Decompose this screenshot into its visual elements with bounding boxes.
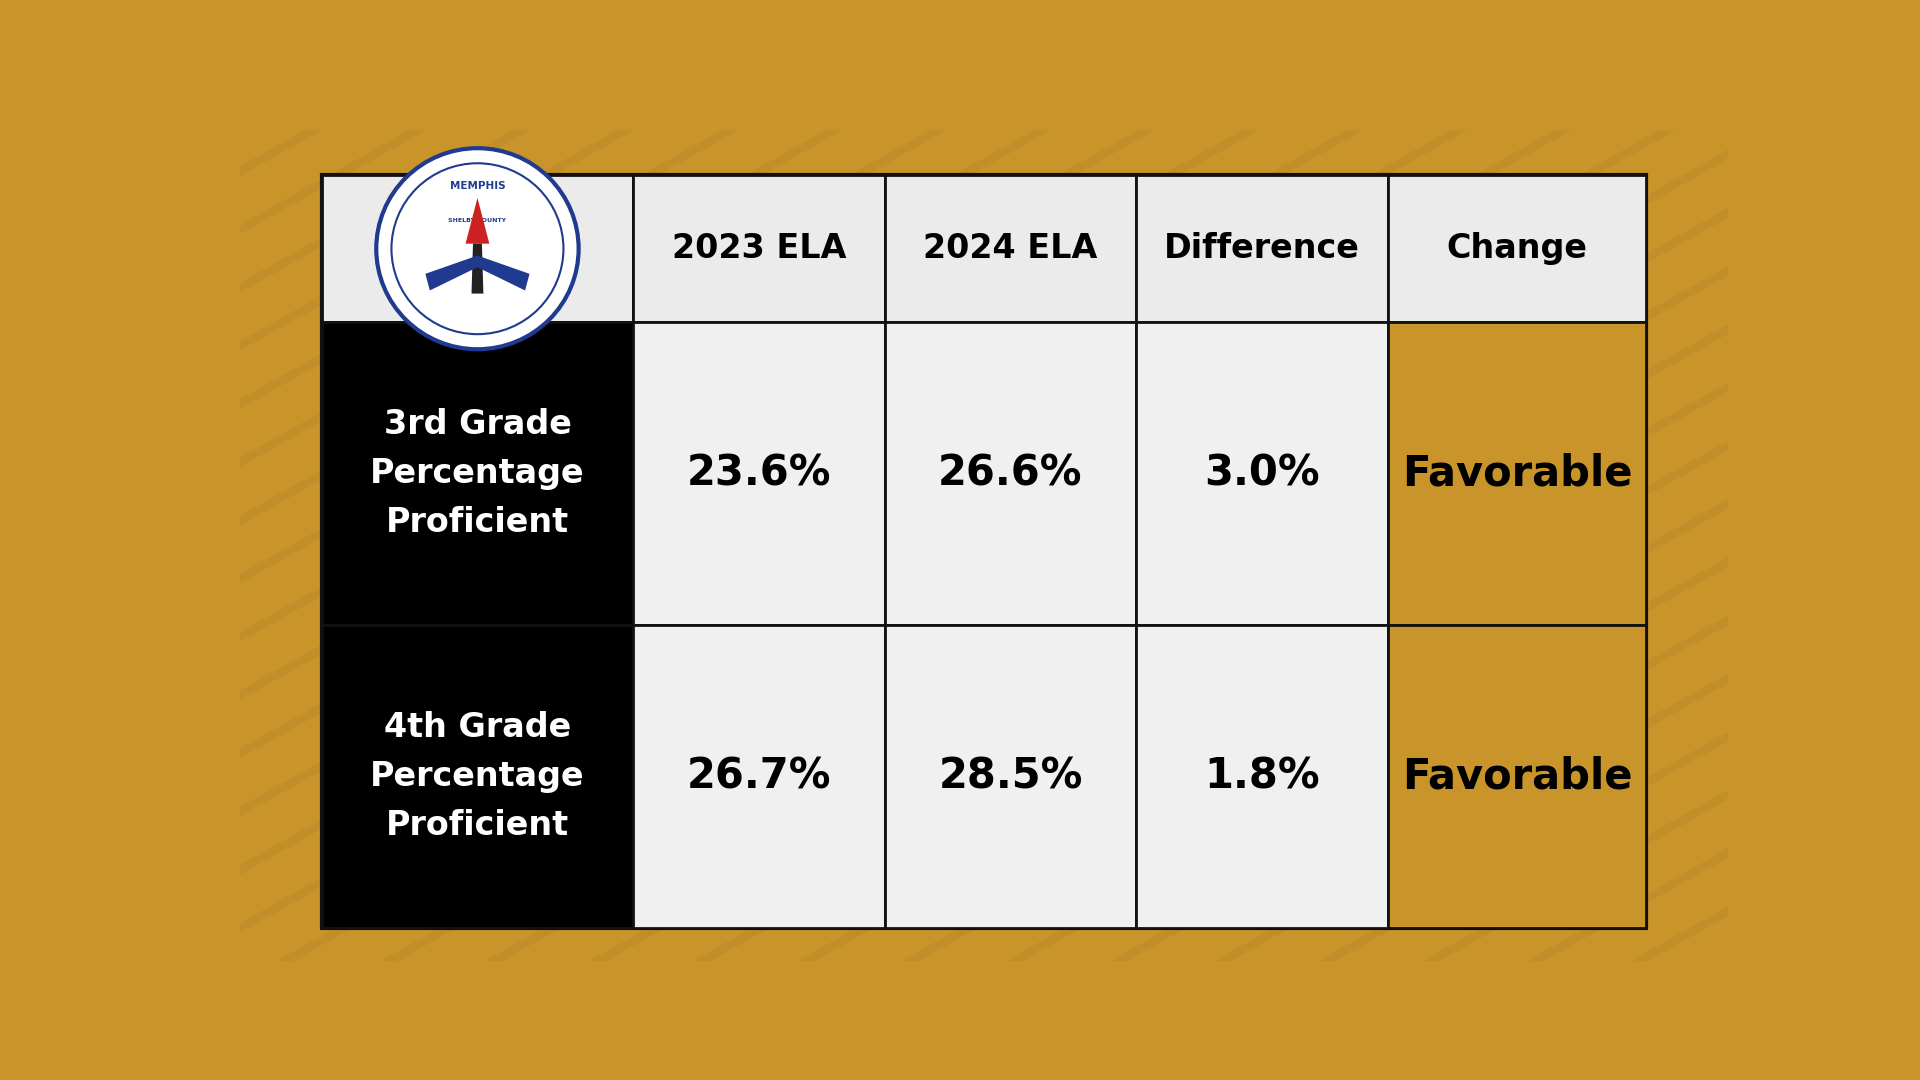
Bar	[323, 175, 1645, 928]
Polygon shape	[465, 198, 490, 244]
Bar	[1388, 625, 1645, 928]
Text: SHELBY COUNTY: SHELBY COUNTY	[449, 218, 507, 224]
Text: 3.0%: 3.0%	[1204, 453, 1319, 495]
Bar	[323, 322, 634, 625]
Bar	[1388, 322, 1645, 625]
Text: 26.6%: 26.6%	[939, 453, 1083, 495]
Text: Favorable: Favorable	[1402, 756, 1632, 797]
Bar	[1137, 175, 1388, 322]
Bar	[323, 625, 634, 928]
Text: 3rd Grade
Percentage
Proficient: 3rd Grade Percentage Proficient	[371, 408, 586, 539]
Bar	[634, 625, 885, 928]
Bar	[323, 175, 634, 322]
Text: Favorable: Favorable	[1402, 453, 1632, 495]
Bar	[885, 625, 1137, 928]
Bar	[1137, 322, 1388, 625]
Polygon shape	[426, 256, 530, 291]
Bar	[634, 175, 885, 322]
Text: 23.6%: 23.6%	[687, 453, 831, 495]
Text: Change: Change	[1446, 232, 1588, 266]
Text: MEMPHIS: MEMPHIS	[449, 181, 505, 191]
Text: 2023 ELA: 2023 ELA	[672, 232, 847, 266]
Text: 2024 ELA: 2024 ELA	[924, 232, 1098, 266]
Polygon shape	[472, 244, 484, 294]
Text: 4th Grade
Percentage
Proficient: 4th Grade Percentage Proficient	[371, 712, 586, 841]
Text: 26.7%: 26.7%	[687, 756, 831, 797]
Bar	[1137, 625, 1388, 928]
Bar	[885, 175, 1137, 322]
Bar	[1388, 175, 1645, 322]
Bar	[885, 322, 1137, 625]
Text: 1.8%: 1.8%	[1204, 756, 1319, 797]
Text: Difference: Difference	[1164, 232, 1359, 266]
Ellipse shape	[376, 148, 578, 349]
Bar	[634, 322, 885, 625]
Text: 28.5%: 28.5%	[939, 756, 1083, 797]
